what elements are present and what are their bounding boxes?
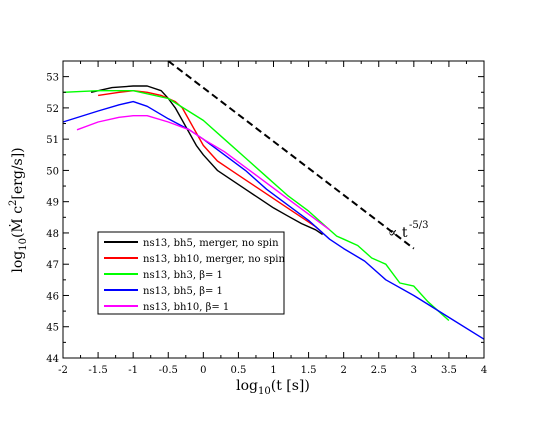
x-tick-label: 0 (200, 365, 206, 376)
x-tick-label: -0.5 (159, 365, 178, 376)
x-tick-label: -2 (58, 365, 68, 376)
legend-label-4: ns13, bh5, β= 1 (143, 286, 223, 297)
axes: -2 -1.5 -1 -0.5 0 0.5 1 1.5 2 2.5 3 3.5 444454647484… (46, 60, 487, 376)
y-tick-label: 48 (46, 229, 59, 240)
slope-annotation-prefix: ∝ t (388, 225, 408, 241)
y-axis-label: log10(Ṁ c2[erg/s]) (8, 147, 29, 272)
y-tick-label: 53 (46, 73, 59, 84)
series-line-3 (62, 89, 450, 322)
x-tick-label: 3 (411, 365, 417, 376)
y-tick-label: 47 (46, 260, 59, 271)
plot-area (62, 60, 485, 340)
legend-label-5: ns13, bh10, β= 1 (143, 302, 229, 313)
x-tick-label: 1.5 (301, 365, 317, 376)
x-tick-label: 2.5 (371, 365, 387, 376)
legend-label-1: ns13, bh5, merger, no spin (143, 238, 279, 249)
y-tick-label: 49 (46, 198, 59, 209)
series-line-2 (97, 89, 324, 234)
x-tick-label: 4 (481, 365, 487, 376)
y-tick-label: 50 (46, 166, 59, 177)
x-tick-label: -1.5 (88, 365, 107, 376)
y-tick-label: 51 (46, 135, 59, 146)
series-line-1 (90, 85, 323, 236)
legend: ns13, bh5, merger, no spin ns13, bh10, me… (104, 238, 285, 313)
x-tick-label: 0.5 (230, 365, 246, 376)
y-tick-label: 46 (46, 291, 59, 302)
x-tick-label: 3.5 (441, 365, 457, 376)
slope-annotation-exponent: -5/3 (409, 220, 428, 231)
y-tick-label: 44 (46, 354, 59, 365)
y-tick-label: 52 (46, 104, 59, 115)
legend-label-2: ns13, bh10, merger, no spin (143, 254, 285, 265)
reference-line-t-5-3 (167, 60, 415, 250)
legend-label-3: ns13, bh3, β= 1 (143, 270, 223, 281)
y-tick-label: 45 (46, 323, 59, 334)
slope-annotation: ∝ t -5/3 (388, 220, 428, 241)
x-axis-label: log10(t [s]) (236, 378, 310, 397)
series-line-4 (62, 100, 485, 340)
x-tick-label: -1 (128, 365, 138, 376)
x-tick-label: 1 (270, 365, 276, 376)
series-line-5 (76, 114, 331, 231)
x-tick-label: 2 (340, 365, 346, 376)
